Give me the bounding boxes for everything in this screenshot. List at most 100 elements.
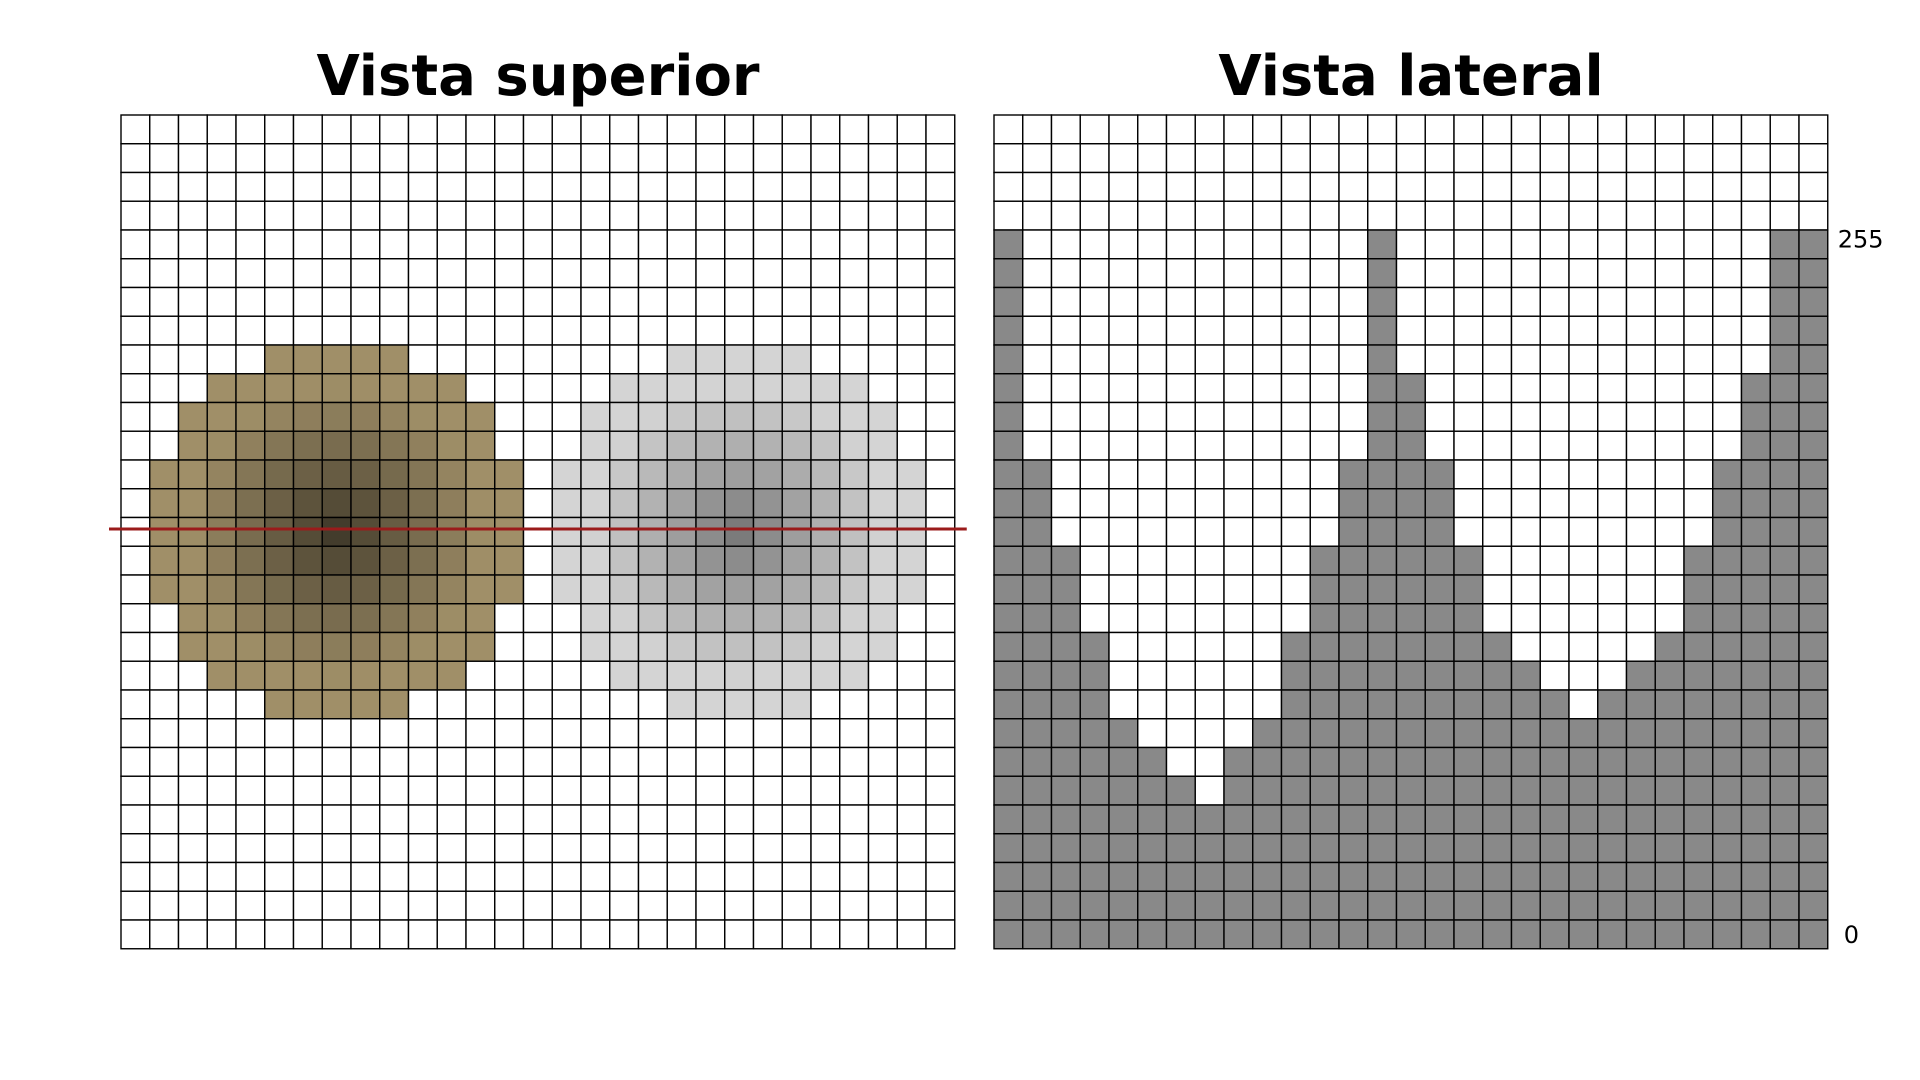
top-grid-cell [465, 574, 496, 605]
top-grid-cell [321, 689, 352, 720]
side-grid-cell [1079, 459, 1110, 490]
side-grid-cell [1194, 200, 1225, 231]
profile-bar-cell [1367, 833, 1398, 864]
top-grid-cell [551, 833, 582, 864]
top-grid-cell [436, 833, 467, 864]
top-grid-cell [867, 861, 898, 892]
side-grid-cell [1712, 229, 1743, 260]
top-grid-cell [235, 861, 266, 892]
top-grid-cell [896, 746, 927, 777]
profile-bar-cell [1539, 890, 1570, 921]
profile-bar-cell [1798, 574, 1829, 605]
profile-bar-cell [1740, 689, 1771, 720]
top-grid-cell [867, 373, 898, 404]
top-grid-cell [522, 430, 553, 461]
top-grid-cell [609, 459, 640, 490]
top-grid-cell [580, 804, 611, 835]
top-grid-cell [839, 373, 870, 404]
side-grid-cell [1395, 258, 1426, 289]
top-grid-cell [379, 718, 410, 749]
profile-bar-cell [1654, 804, 1685, 835]
top-grid-cell [551, 286, 582, 317]
profile-bar-cell [1424, 660, 1455, 691]
profile-bar-cell [993, 488, 1024, 519]
side-grid-cell [1223, 574, 1254, 605]
top-grid-cell [609, 286, 640, 317]
top-grid-cell [781, 660, 812, 691]
profile-bar-cell [1568, 919, 1599, 950]
side-grid-cell [1568, 459, 1599, 490]
top-grid-cell [637, 516, 668, 547]
top-grid-cell [494, 200, 525, 231]
side-grid-cell [1252, 488, 1283, 519]
top-grid-cell [839, 775, 870, 806]
profile-bar-cell [1482, 660, 1513, 691]
side-grid-cell [1510, 516, 1541, 547]
profile-bar-cell [1683, 660, 1714, 691]
top-grid-cell [436, 258, 467, 289]
top-grid-cell [235, 689, 266, 720]
side-grid-cell [1740, 143, 1771, 174]
profile-bar-cell [1712, 689, 1743, 720]
side-grid-cell [1683, 430, 1714, 461]
profile-bar-cell [1798, 833, 1829, 864]
top-grid-cell [436, 229, 467, 260]
top-grid-cell [896, 516, 927, 547]
profile-bar-cell [1798, 660, 1829, 691]
side-grid-cell [1654, 603, 1685, 634]
side-grid-cell [1079, 430, 1110, 461]
side-grid-cell [1654, 258, 1685, 289]
profile-bar-cell [1424, 861, 1455, 892]
top-grid-cell [867, 488, 898, 519]
top-grid-cell [436, 315, 467, 346]
top-grid-cell [264, 315, 295, 346]
side-grid-cell [1309, 459, 1340, 490]
side-grid-cell [1309, 114, 1340, 145]
side-grid-cell [1137, 689, 1168, 720]
top-grid-cell [350, 459, 381, 490]
top-grid-cell [235, 258, 266, 289]
profile-bar-cell [1568, 746, 1599, 777]
profile-bar-cell [1453, 660, 1484, 691]
top-grid-cell [177, 861, 208, 892]
side-grid-cell [1194, 718, 1225, 749]
profile-bar-cell [1769, 919, 1800, 950]
top-grid-cell [551, 631, 582, 662]
top-grid-cell [781, 833, 812, 864]
side-grid-cell [1568, 545, 1599, 576]
profile-bar-cell [1395, 516, 1426, 547]
side-grid-cell [1367, 114, 1398, 145]
profile-bar-cell [1050, 890, 1081, 921]
top-grid-cell [436, 603, 467, 634]
top-grid-cell [896, 459, 927, 490]
top-grid-cell [810, 459, 841, 490]
side-grid-cell [1683, 401, 1714, 432]
profile-bar-cell [1108, 804, 1139, 835]
side-grid-cell [1568, 660, 1599, 691]
side-grid-cell [1510, 574, 1541, 605]
top-grid-cell [379, 890, 410, 921]
side-grid-cell [1453, 344, 1484, 375]
top-grid-cell [867, 833, 898, 864]
profile-bar-cell [1223, 919, 1254, 950]
top-grid-cell [724, 718, 755, 749]
side-grid-cell [1597, 315, 1628, 346]
profile-bar-cell [1712, 919, 1743, 950]
top-grid-cell [867, 804, 898, 835]
profile-bar-cell [1798, 459, 1829, 490]
top-grid-cell [465, 143, 496, 174]
top-grid-cell [321, 430, 352, 461]
top-grid-cell [666, 631, 697, 662]
top-grid-cell [407, 114, 438, 145]
side-grid-cell [1280, 401, 1311, 432]
side-grid-cell [1510, 143, 1541, 174]
profile-bar-cell [1625, 775, 1656, 806]
top-grid-cell [867, 775, 898, 806]
top-grid-cell [465, 114, 496, 145]
top-grid-cell [407, 574, 438, 605]
profile-bar-cell [1712, 890, 1743, 921]
top-grid-cell [724, 401, 755, 432]
top-grid-cell [551, 459, 582, 490]
side-grid-cell [1597, 171, 1628, 202]
side-grid-cell [1194, 143, 1225, 174]
